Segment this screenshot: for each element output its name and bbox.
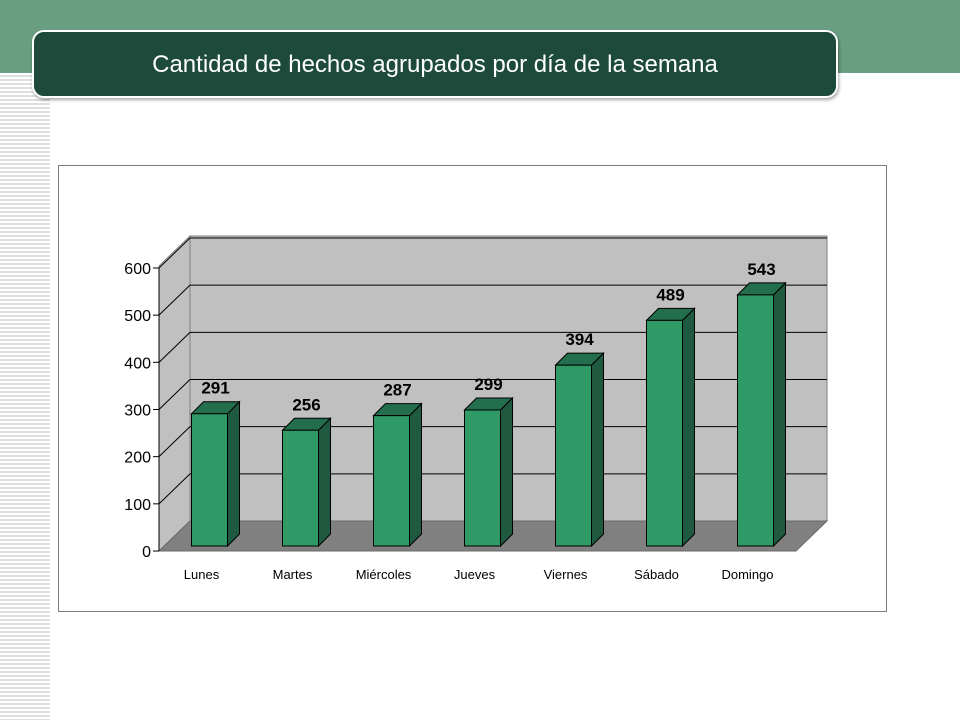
x-tick-label: Domingo: [721, 567, 773, 582]
gridline-side: [158, 284, 191, 316]
bar-side: [318, 417, 331, 548]
x-tick-label: Viernes: [544, 567, 588, 582]
left-stripe-decoration: [0, 73, 50, 720]
data-label: 291: [201, 379, 229, 398]
bar: [464, 409, 501, 547]
y-tick-label: 600: [124, 261, 151, 278]
slide-title-box: Cantidad de hechos agrupados por día de …: [32, 30, 838, 98]
x-tick-label: Martes: [273, 567, 313, 582]
bar: [555, 364, 592, 547]
gridline-side: [158, 237, 191, 269]
gridline-side: [158, 426, 191, 458]
x-tick-label: Sábado: [634, 567, 679, 582]
y-tick-label: 300: [124, 403, 151, 420]
bar-side: [409, 402, 422, 548]
data-label: 394: [565, 330, 594, 349]
slide-title: Cantidad de hechos agrupados por día de …: [152, 51, 718, 78]
data-label: 543: [747, 260, 775, 279]
column-chart: 0 100 200 300 400 500 600 291 Lunes 256 Martes 287…: [124, 234, 829, 582]
gridline-side: [158, 379, 191, 410]
bar-side: [682, 307, 695, 548]
x-tick-label: Miércoles: [356, 567, 412, 582]
bar-side: [773, 281, 786, 548]
gridline-side: [158, 473, 191, 505]
bar-side: [591, 351, 604, 548]
chart-frame: 0 100 200 300 400 500 600 291 Lunes 256 Martes 287…: [58, 165, 887, 612]
y-tick-label: 200: [124, 450, 151, 467]
y-tick-label: 100: [124, 497, 151, 514]
data-label: 489: [656, 285, 684, 304]
data-label: 256: [292, 395, 320, 414]
bar: [191, 413, 228, 547]
data-label: 287: [383, 381, 411, 400]
gridline-side: [158, 331, 191, 363]
bar: [373, 415, 410, 547]
side-wall: [158, 234, 191, 553]
y-tick-label: 500: [124, 308, 151, 325]
x-tick-label: Jueves: [454, 567, 496, 582]
bar: [282, 429, 319, 547]
bar-side: [500, 396, 513, 548]
data-label: 299: [474, 375, 502, 394]
bar: [737, 294, 774, 547]
x-tick-label: Lunes: [184, 567, 220, 582]
y-tick-label: 400: [124, 355, 151, 372]
bar: [646, 319, 683, 547]
bar-side: [227, 400, 240, 548]
y-tick-label: 0: [142, 544, 151, 561]
